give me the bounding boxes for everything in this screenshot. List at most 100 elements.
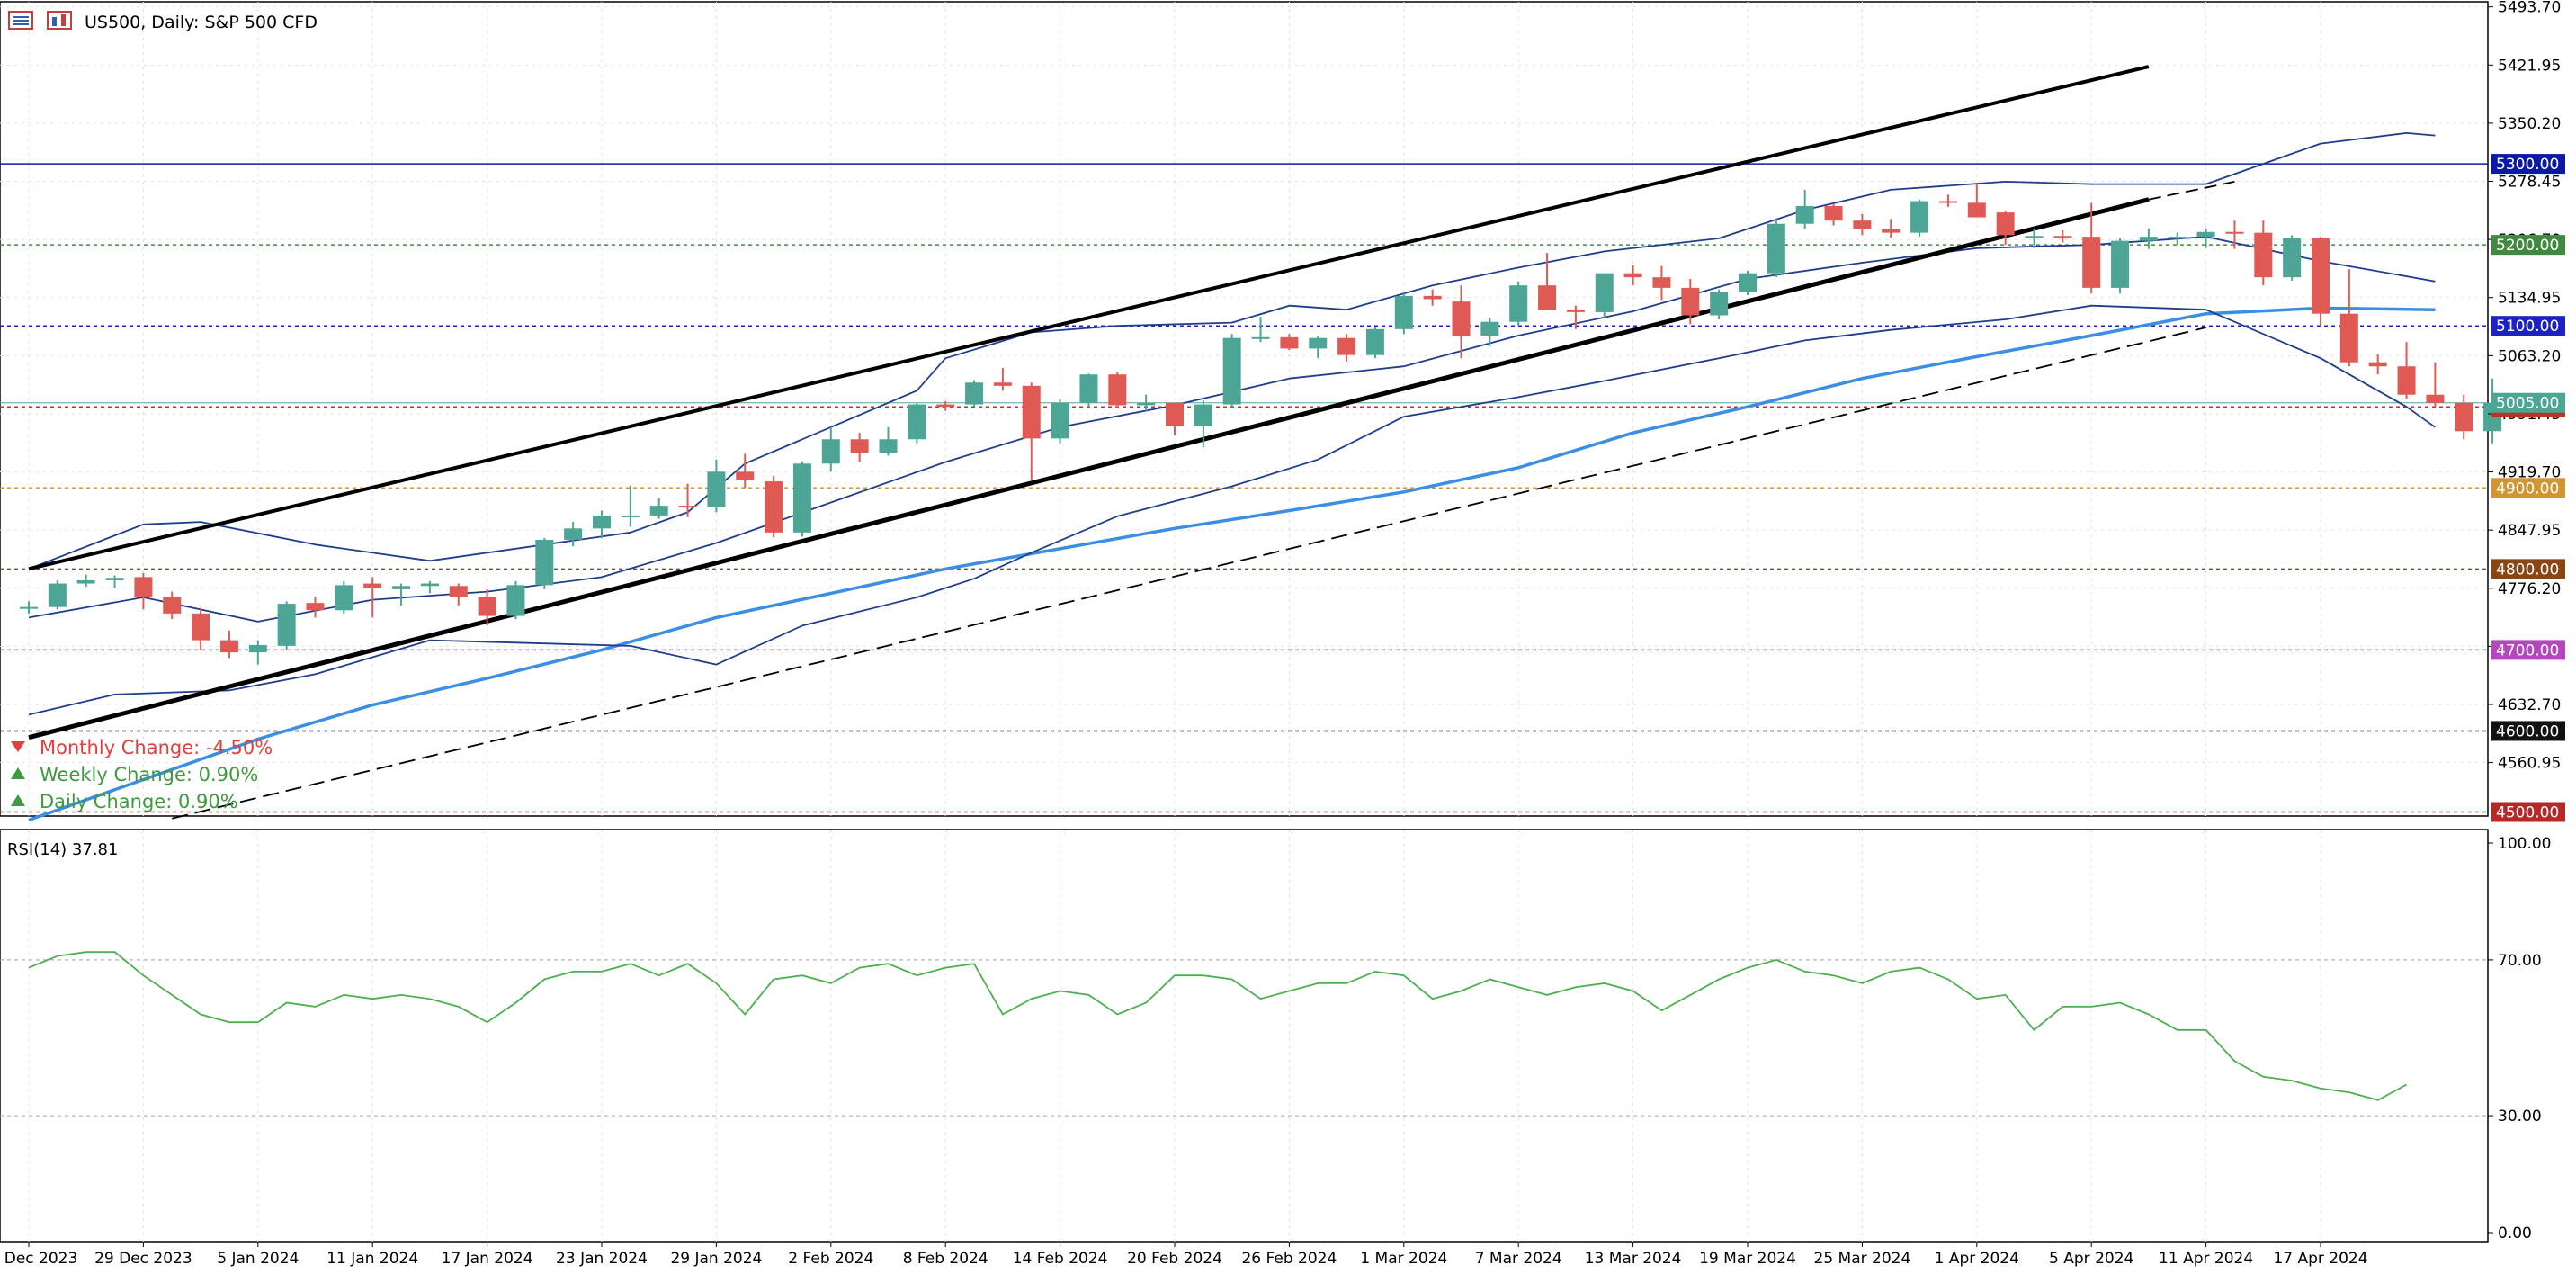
candle-bull: [965, 382, 984, 405]
candle-bear: [2397, 366, 2416, 395]
candle-bull: [20, 606, 38, 609]
rsi-series: [0, 951, 2488, 1117]
arrow-down-icon: [11, 741, 25, 752]
level-tag-4900: [2491, 478, 2565, 498]
candle-bear: [1853, 220, 1872, 229]
candle-bear: [1166, 402, 1184, 426]
y-tick-label: 5134.95: [2498, 290, 2561, 308]
candle-bear: [1824, 205, 1843, 221]
candle-bear: [449, 586, 468, 597]
change-line: Monthly Change: -4.50%: [40, 737, 273, 758]
y-tick-label: 4632.70: [2498, 696, 2561, 714]
candle-bull: [2025, 236, 2044, 238]
candle-bull: [821, 439, 840, 464]
rsi-y-tick-label: 0.00: [2498, 1225, 2532, 1243]
x-tick-label: 8 Feb 2024: [903, 1250, 988, 1268]
y-tick-label: 4847.95: [2498, 522, 2561, 540]
level-tag-4800: [2491, 559, 2565, 579]
candle-bear: [1452, 301, 1471, 336]
channel-projection-line: [172, 327, 2206, 820]
y-tick-label: 5421.95: [2498, 57, 2561, 75]
rsi-label: RSI(14) 37.81: [7, 840, 118, 859]
y-tick-label: 4919.70: [2498, 464, 2561, 482]
candle-bear: [192, 613, 210, 641]
level-tag-label: 4900.00: [2496, 480, 2559, 498]
level-tag-4600: [2491, 721, 2565, 741]
candle-bull: [105, 578, 124, 580]
candle-bear: [306, 603, 325, 611]
x-tick-label: 5 Jan 2024: [217, 1250, 299, 1268]
symbol-title: US500, Daily: S&P 500 CFD: [85, 13, 318, 32]
candle-bull: [1509, 285, 1528, 322]
candle-bear: [219, 640, 238, 653]
candle-bull: [1710, 292, 1729, 316]
level-tag-label: 5100.00: [2496, 318, 2559, 336]
data-window-icon[interactable]: [8, 11, 33, 30]
candle-bull: [1595, 273, 1614, 312]
x-tick-label: 29 Jan 2024: [670, 1250, 762, 1268]
candle-bull: [1767, 223, 1785, 274]
x-tick-label: 5 Apr 2024: [2049, 1250, 2133, 1268]
x-tick-label: 20 Feb 2024: [1127, 1250, 1222, 1268]
candle-bear: [1996, 212, 2015, 236]
arrow-up-icon: [11, 767, 25, 779]
candle-bear: [2254, 232, 2273, 278]
x-tick-label: 26 Feb 2024: [1241, 1250, 1337, 1268]
candle-bull: [2111, 240, 2130, 288]
level-tag-4700: [2491, 640, 2565, 660]
x-tick-label: 2 Feb 2024: [788, 1250, 873, 1268]
y-tick-label: 5278.45: [2498, 174, 2561, 192]
candle-bull: [2139, 237, 2158, 241]
candle-bull: [2196, 231, 2215, 238]
candle-bear: [936, 404, 955, 408]
current-price-label: 5005.00: [2496, 395, 2559, 413]
candle-bear: [163, 597, 182, 614]
candle-bear: [1538, 285, 1557, 310]
arrow-up-icon: [11, 794, 25, 806]
x-tick-label: 29 Dec 2023: [94, 1250, 192, 1268]
candle-bear: [1623, 273, 1642, 278]
candle-bear: [2225, 231, 2244, 234]
candle-bull: [76, 579, 95, 584]
candle-bear: [765, 481, 783, 533]
candle-bear: [1967, 202, 1986, 218]
y-tick-label: 5493.70: [2498, 0, 2561, 17]
candle-bull: [535, 539, 554, 586]
candle-bear: [1423, 295, 1442, 300]
upper-band-line: [28, 131, 2436, 570]
x-tick-label: 13 Mar 2024: [1585, 1250, 1682, 1268]
candle-bull: [1051, 402, 1069, 439]
y-tick-label: 5063.20: [2498, 347, 2561, 365]
candle-bear: [2368, 362, 2387, 367]
chart-type-icon[interactable]: [47, 11, 72, 30]
x-tick-label: 1 Apr 2024: [1935, 1250, 2019, 1268]
candle-bull: [1194, 404, 1212, 426]
candle-bear: [2082, 237, 2101, 288]
x-tick-label: 11 Jan 2024: [326, 1250, 418, 1268]
x-tick-label: 19 Mar 2024: [1699, 1250, 1796, 1268]
candle-bull: [1480, 321, 1499, 336]
y-tick-label: 4776.20: [2498, 580, 2561, 598]
candle-bull: [335, 585, 353, 611]
candle-bear: [478, 597, 496, 616]
trend-channel[interactable]: [28, 65, 2235, 820]
candle-bull: [2168, 237, 2187, 239]
level-tag-label: 4500.00: [2496, 803, 2559, 821]
channel-upper-line: [28, 65, 2150, 571]
rsi-panel-frame: [0, 829, 2489, 1243]
x-tick-label: 14 Feb 2024: [1013, 1250, 1108, 1268]
moving-average-line: [28, 306, 2436, 822]
candle-bull: [1079, 374, 1098, 403]
candle-bull: [1910, 201, 1929, 233]
candle-bear: [1938, 201, 1957, 203]
rsi-line: [28, 951, 2408, 1101]
x-tick-label: 1 Mar 2024: [1360, 1250, 1447, 1268]
candle-bear: [1108, 374, 1127, 406]
candle-bull: [707, 471, 726, 507]
candle-bull: [48, 583, 67, 607]
change-line: Weekly Change: 0.90%: [40, 764, 258, 785]
candle-bull: [621, 515, 640, 517]
level-tag-5200: [2491, 235, 2565, 256]
level-tag-5100: [2491, 316, 2565, 336]
